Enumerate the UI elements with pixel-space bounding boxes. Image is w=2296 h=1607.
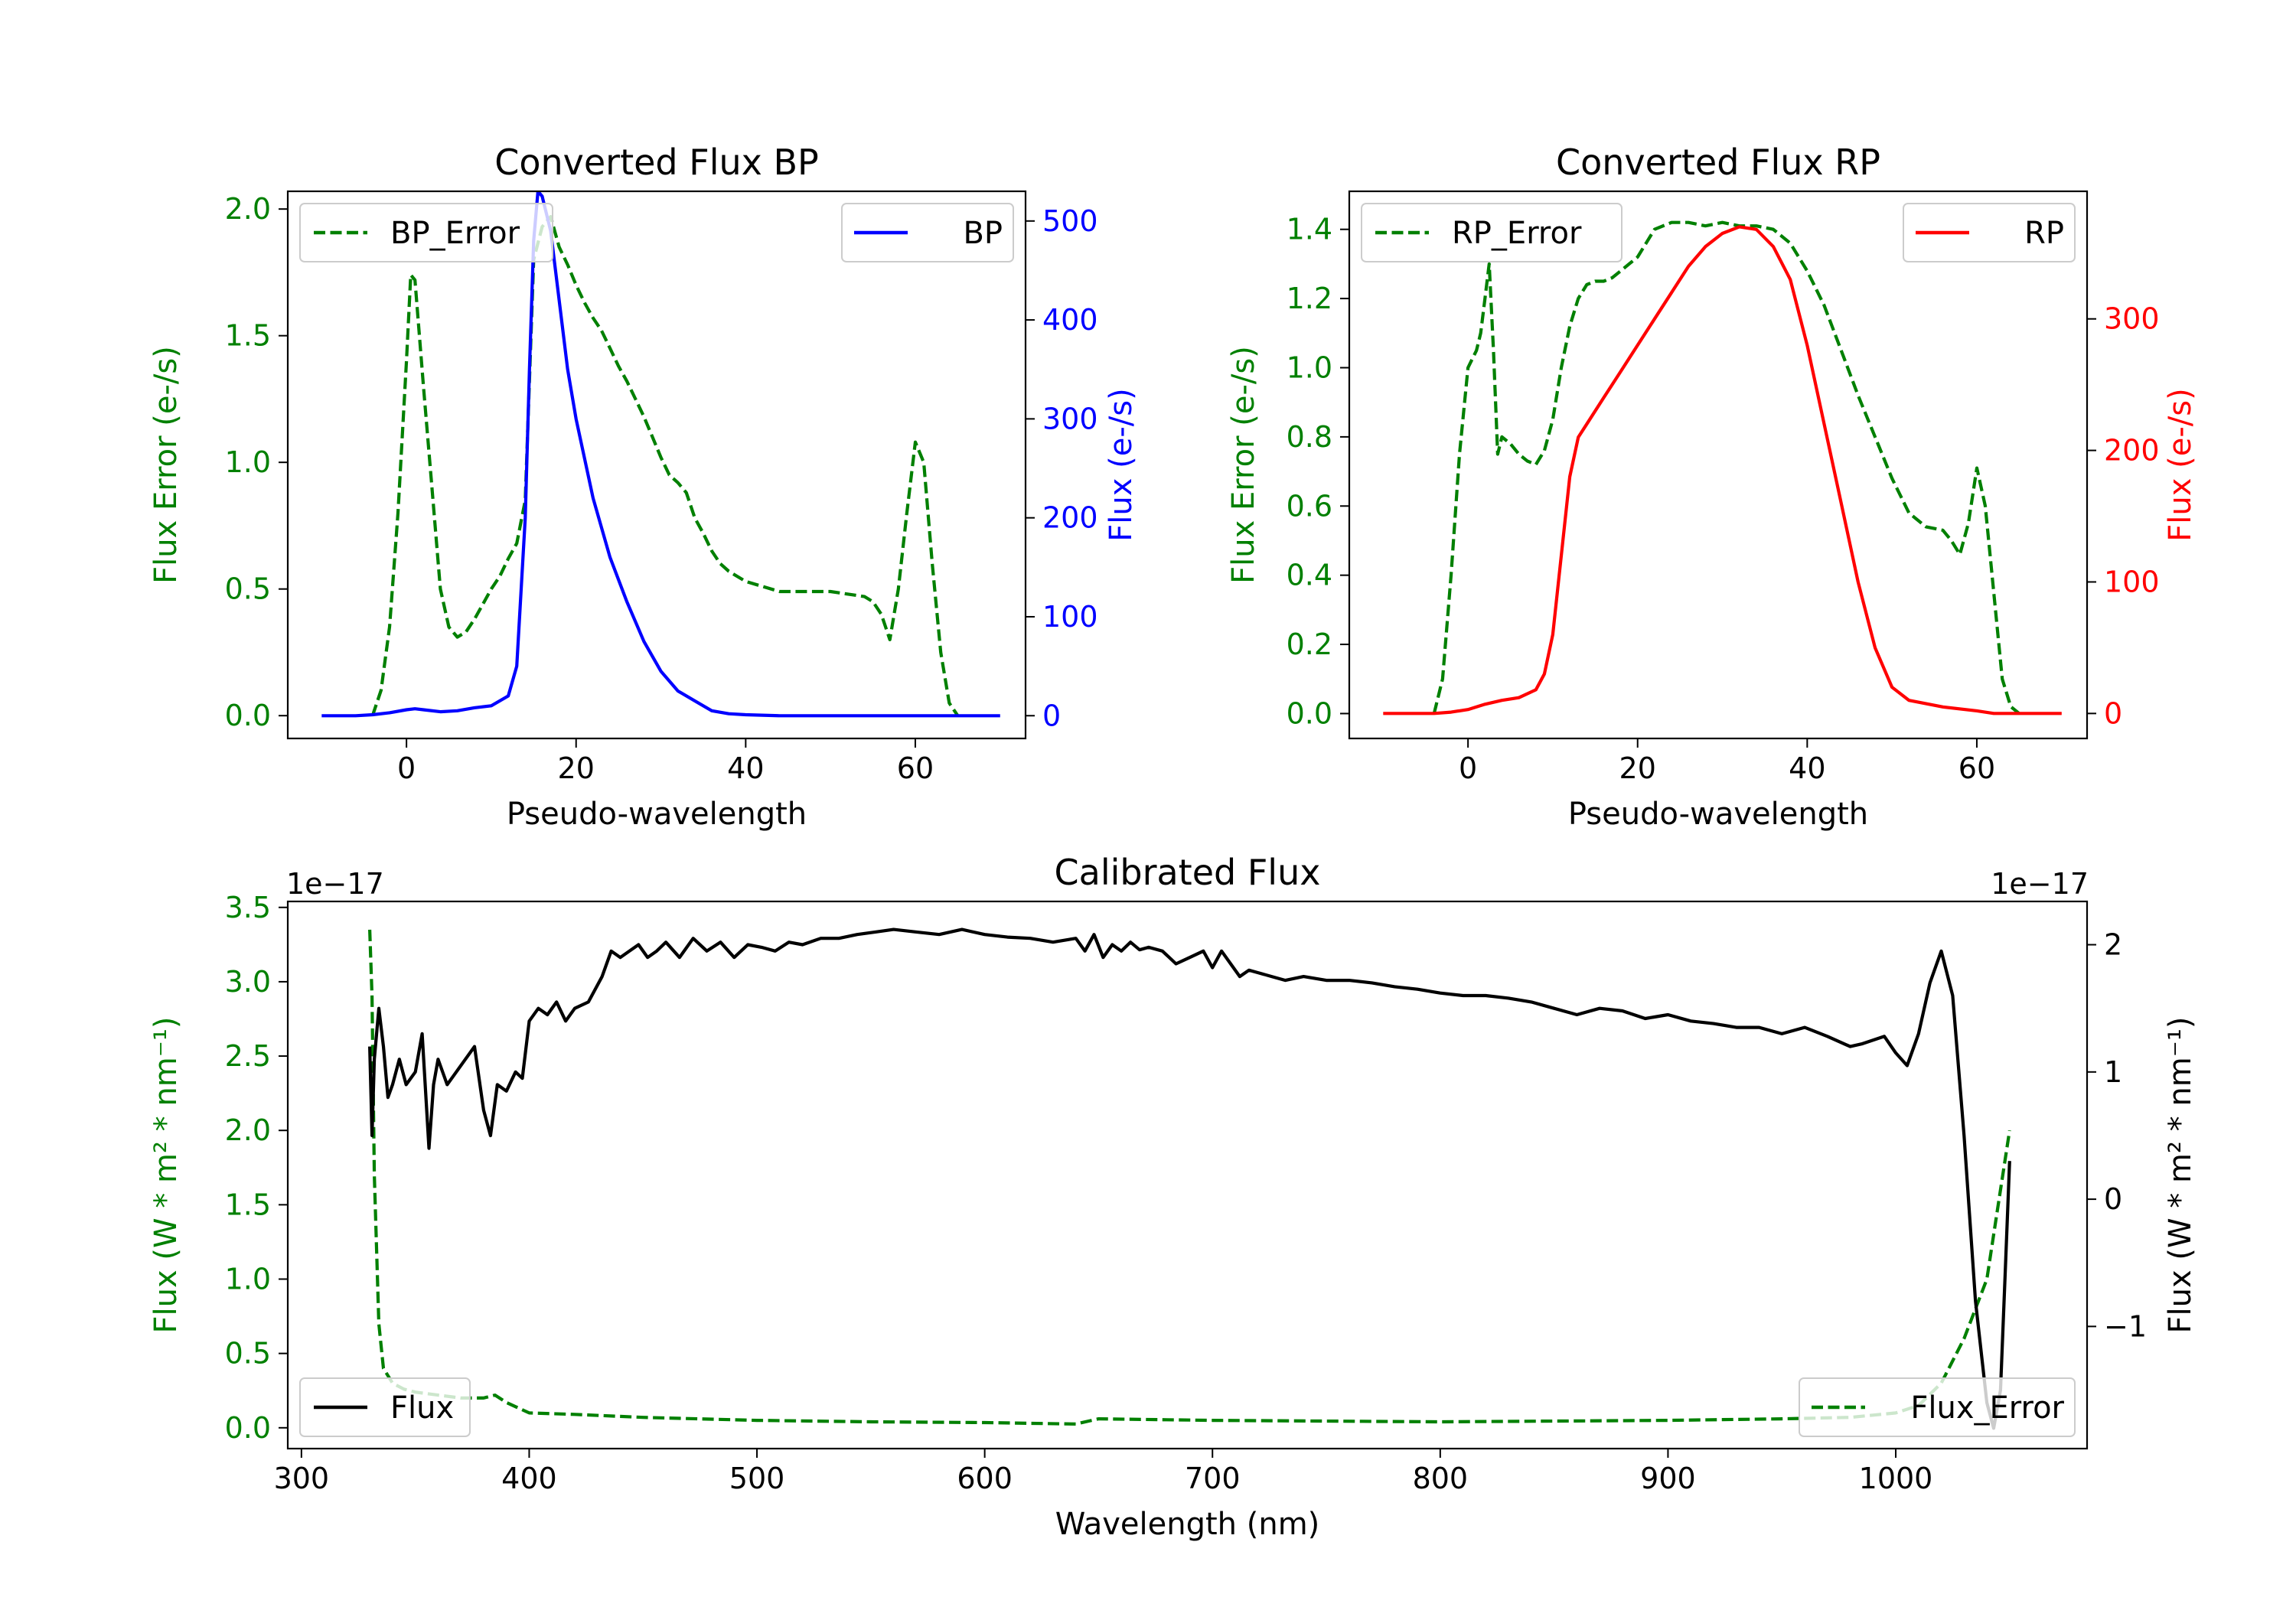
legend-box bbox=[841, 203, 1014, 262]
y-left-tick-label: 0.0 bbox=[225, 1411, 271, 1445]
y-left-tick-label: 3.5 bbox=[225, 891, 271, 924]
flux-series-line bbox=[368, 927, 2011, 1430]
plot-frame bbox=[1348, 190, 2089, 740]
y-right-axis-label: Flux (e-/s) bbox=[1104, 388, 1139, 541]
y-left-tick-label: 1.0 bbox=[225, 445, 271, 479]
legend-box bbox=[1799, 1377, 2076, 1437]
x-tick-label: 1000 bbox=[1859, 1462, 1933, 1495]
legend-left: RP_Error bbox=[1361, 203, 1623, 262]
legend-label: RP_Error bbox=[1452, 216, 1582, 251]
y-left-tick-label: 0.0 bbox=[1287, 696, 1332, 730]
bp-series-line bbox=[321, 191, 1000, 718]
y-right-offset-text: 1e−17 bbox=[1991, 867, 2089, 901]
x-tick-label: 20 bbox=[558, 751, 595, 785]
bp-error-series-line bbox=[370, 215, 960, 717]
legend-left: Flux bbox=[299, 1377, 471, 1437]
bp-flux-panel: 0 20 40 60 0.0 0.5 1.0 1.5 2.0 0 100 200 300 400 500 Co… bbox=[148, 142, 1139, 832]
y-left-tick-label: 1.4 bbox=[1287, 213, 1332, 246]
y-left-tick-label: 1.0 bbox=[1287, 350, 1332, 384]
y-left-tick-label: 0.5 bbox=[225, 1337, 271, 1371]
y-left-tick-label: 1.5 bbox=[225, 319, 271, 353]
x-tick-label: 0 bbox=[1459, 751, 1477, 785]
legend-label: RP bbox=[2024, 216, 2064, 251]
x-tick-label: 300 bbox=[274, 1462, 330, 1495]
y-left-tick-label: 0.2 bbox=[1287, 627, 1332, 661]
y-right-tick-label: 500 bbox=[1042, 204, 1098, 238]
y-left-offset-text: 1e−17 bbox=[286, 867, 384, 901]
y-left-tick-label: 1.0 bbox=[225, 1263, 271, 1296]
y-right-tick-label: 2 bbox=[2104, 928, 2122, 962]
rp-error-series-line bbox=[1432, 220, 2020, 715]
legend-box bbox=[299, 203, 553, 262]
y-left-tick-label: 1.5 bbox=[225, 1188, 271, 1221]
panel-title: Calibrated Flux bbox=[1055, 852, 1321, 893]
y-right-tick-label: 0 bbox=[1042, 699, 1061, 732]
x-axis-label: Wavelength (nm) bbox=[1055, 1507, 1320, 1542]
y-right-axis-label: Flux (e-/s) bbox=[2163, 388, 2198, 541]
y-right-tick-label: −1 bbox=[2104, 1309, 2147, 1343]
x-tick-label: 500 bbox=[729, 1462, 785, 1495]
x-tick-label: 400 bbox=[501, 1462, 557, 1495]
legend-right: BP bbox=[841, 203, 1014, 262]
y-right-tick-label: 200 bbox=[1042, 501, 1098, 535]
x-tick-label: 700 bbox=[1185, 1462, 1241, 1495]
y-left-axis-label: Flux Error (e-/s) bbox=[148, 346, 184, 584]
y-left-tick-label: 2.5 bbox=[225, 1039, 271, 1073]
y-left-axis-label: Flux (W * m² * nm⁻¹) bbox=[148, 1017, 184, 1334]
y-right-tick-label: 1 bbox=[2104, 1055, 2122, 1089]
legend-label: Flux_Error bbox=[1910, 1390, 2064, 1426]
x-tick-label: 40 bbox=[1789, 751, 1825, 785]
y-right-tick-label: 100 bbox=[2104, 565, 2160, 598]
x-tick-label: 800 bbox=[1413, 1462, 1469, 1495]
y-left-tick-label: 0.4 bbox=[1287, 559, 1332, 592]
y-left-tick-label: 0.8 bbox=[1287, 420, 1332, 454]
x-tick-label: 60 bbox=[897, 751, 934, 785]
legend-label: Flux bbox=[390, 1390, 454, 1426]
y-left-tick-label: 2.0 bbox=[225, 192, 271, 226]
x-tick-label: 600 bbox=[957, 1462, 1013, 1495]
calibrated-flux-panel: 300 400 500 600 700 800 900 1000 0.0 0.5 1.0 1.5 2.0… bbox=[148, 852, 2198, 1542]
y-right-tick-label: 300 bbox=[2104, 302, 2160, 336]
panel-title: Converted Flux RP bbox=[1556, 142, 1880, 183]
rp-flux-panel: 0 20 40 60 0.0 0.2 0.4 0.6 0.8 1.0 1.2 1.4 0 100 200 30… bbox=[1226, 142, 2198, 832]
y-right-tick-label: 0 bbox=[2104, 696, 2122, 730]
plot-frame bbox=[286, 900, 2089, 1450]
y-left-tick-label: 2.0 bbox=[225, 1113, 271, 1147]
y-right-tick-label: 0 bbox=[2104, 1182, 2122, 1216]
rp-series-line bbox=[1383, 225, 2062, 715]
plot-frame bbox=[286, 190, 1027, 740]
x-tick-label: 60 bbox=[1958, 751, 1995, 785]
x-tick-label: 900 bbox=[1640, 1462, 1696, 1495]
legend-left: BP_Error bbox=[299, 203, 553, 262]
y-right-axis-label: Flux (W * m² * nm⁻¹) bbox=[2163, 1017, 2198, 1334]
x-axis-label: Pseudo-wavelength bbox=[1568, 797, 1868, 832]
legend-right: RP bbox=[1903, 203, 2076, 262]
y-right-tick-label: 200 bbox=[2104, 434, 2160, 468]
panel-title: Converted Flux BP bbox=[494, 142, 819, 183]
legend-right: Flux_Error bbox=[1799, 1377, 2076, 1437]
y-left-axis-label: Flux Error (e-/s) bbox=[1226, 346, 1261, 584]
y-left-tick-label: 1.2 bbox=[1287, 282, 1332, 315]
y-left-tick-label: 3.0 bbox=[225, 965, 271, 999]
y-left-tick-label: 0.0 bbox=[225, 699, 271, 732]
legend-box bbox=[1903, 203, 2076, 262]
x-tick-label: 20 bbox=[1619, 751, 1656, 785]
legend-label: BP bbox=[963, 216, 1003, 251]
y-left-tick-label: 0.6 bbox=[1287, 489, 1332, 523]
legend-label: BP_Error bbox=[390, 216, 520, 251]
legend-box bbox=[299, 1377, 471, 1437]
legend-box bbox=[1361, 203, 1623, 262]
y-left-tick-label: 0.5 bbox=[225, 572, 271, 606]
x-axis-label: Pseudo-wavelength bbox=[507, 797, 807, 832]
x-tick-label: 0 bbox=[397, 751, 416, 785]
y-right-tick-label: 400 bbox=[1042, 303, 1098, 337]
y-right-tick-label: 100 bbox=[1042, 600, 1098, 634]
x-tick-label: 40 bbox=[727, 751, 764, 785]
y-right-tick-label: 300 bbox=[1042, 402, 1098, 435]
